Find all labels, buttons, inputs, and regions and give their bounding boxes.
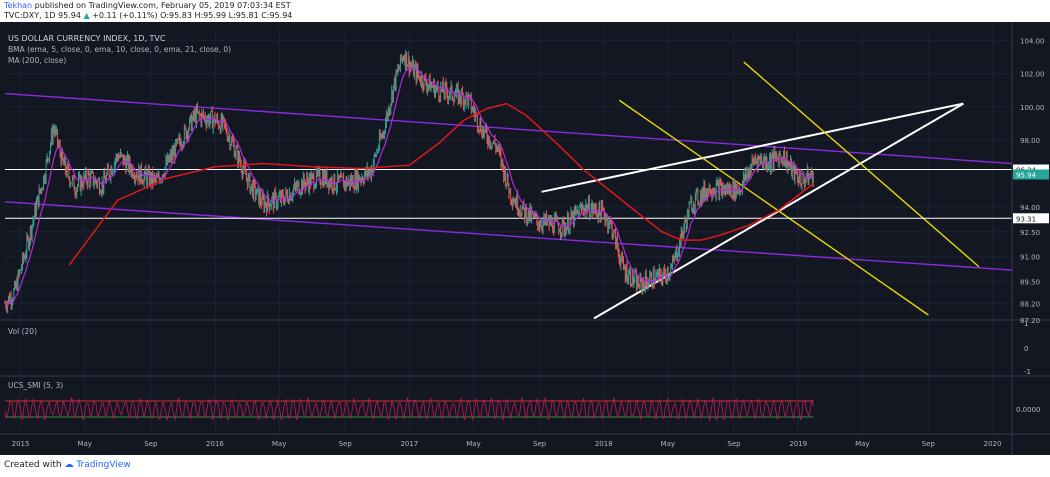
- trendline-wedge-upper: [541, 102, 964, 193]
- chart-background: [0, 22, 1050, 455]
- y-tick-label: 102.00: [1020, 71, 1045, 79]
- volume-tick-label: 0: [1024, 345, 1028, 353]
- volume-pane-title: Vol (20): [8, 327, 37, 336]
- up-arrow-icon: ▲: [83, 11, 90, 20]
- indicator-ma: MA (200, close): [8, 56, 66, 65]
- smi-line: [4, 396, 814, 422]
- trendline-channel-upper: [4, 92, 1013, 165]
- volume-tick-label: 1: [1024, 320, 1028, 328]
- change-text: +0.11 (+0.11%) O:95.83 H:95.99 L:95.81 C…: [92, 11, 293, 20]
- price-label-lower-bg: [1013, 213, 1049, 224]
- price-label-last-bg: [1013, 169, 1049, 180]
- trendline-parallel-lower: [618, 99, 929, 316]
- x-tick-label: 2017: [400, 440, 418, 448]
- x-tick-label: 2019: [789, 440, 807, 448]
- created-with-text: Created with: [4, 460, 62, 470]
- y-tick-label: 92.50: [1020, 229, 1040, 237]
- symbol-prefix: TVC:DXY, 1D 95.94: [4, 11, 81, 20]
- x-tick-label: Sep: [533, 440, 547, 448]
- symbol-quote: TVC:DXY, 1D 95.94 ▲ +0.11 (+0.11%) O:95.…: [4, 11, 292, 20]
- x-tick-label: 2020: [984, 440, 1002, 448]
- x-tick-label: 2018: [595, 440, 613, 448]
- chart-title: US DOLLAR CURRENCY INDEX, 1D, TVC: [8, 34, 166, 43]
- trendline-parallel-upper: [743, 61, 980, 268]
- chart-svg[interactable]: 104.00 102.00 100.00 98.00 94.00 92.50 91.00 89…: [0, 22, 1050, 455]
- chart-area[interactable]: 104.00 102.00 100.00 98.00 94.00 92.50 91.00 89…: [0, 22, 1050, 455]
- y-tick-label: 88.20: [1020, 300, 1040, 308]
- price-pane[interactable]: [4, 50, 1013, 320]
- smi-tick-label: 0.0000: [1016, 406, 1041, 414]
- volume-tick-label: -1: [1024, 368, 1031, 376]
- y-tick-label: 98.00: [1020, 137, 1040, 145]
- x-tick-label: Sep: [144, 440, 158, 448]
- tradingview-brand[interactable]: TradingView: [76, 460, 131, 470]
- y-tick-label: 91.00: [1020, 254, 1040, 262]
- y-tick-label: 100.00: [1020, 104, 1045, 112]
- x-tick-label: May: [855, 440, 869, 448]
- axes: 104.00 102.00 100.00 98.00 94.00 92.50 91.00 89…: [12, 22, 1049, 455]
- tradingview-logo-icon: ☁: [64, 460, 74, 470]
- price-label-lower: 93.31: [1016, 215, 1036, 223]
- indicator-bma: BMA (ema, 5, close, 0, ema, 10, close, 0…: [8, 45, 231, 54]
- x-tick-label: May: [272, 440, 286, 448]
- ema-line: [4, 66, 814, 306]
- grid-lines: [5, 27, 1012, 434]
- publish-header: Tekhan published on TradingView.com, Feb…: [0, 0, 1050, 22]
- trendline-channel-lower: [4, 201, 1013, 271]
- ma200-line: [68, 102, 815, 266]
- created-with: Created with ☁ TradingView: [4, 460, 131, 470]
- x-tick-label: 2015: [12, 440, 30, 448]
- published-text: published on TradingView.com, February 0…: [34, 1, 291, 10]
- author-link[interactable]: Tekhan: [4, 1, 33, 10]
- price-label-last: 95.94: [1016, 171, 1037, 179]
- x-tick-label: Sep: [727, 440, 741, 448]
- x-tick-label: May: [466, 440, 480, 448]
- y-tick-label: 94.00: [1020, 204, 1040, 212]
- smi-pane-title: UCS_SMI (5, 3): [8, 381, 63, 390]
- x-tick-label: 2016: [206, 440, 224, 448]
- y-tick-label: 89.50: [1020, 279, 1040, 287]
- publish-info: Tekhan published on TradingView.com, Feb…: [4, 1, 291, 10]
- y-tick-label: 87.20: [1020, 317, 1040, 325]
- x-tick-label: May: [661, 440, 675, 448]
- x-tick-label: May: [77, 440, 91, 448]
- y-tick-label: 104.00: [1020, 37, 1045, 45]
- footer: Created with ☁ TradingView: [0, 455, 1050, 477]
- indicator-panes: [0, 319, 1050, 435]
- x-tick-label: Sep: [922, 440, 936, 448]
- x-tick-label: Sep: [339, 440, 353, 448]
